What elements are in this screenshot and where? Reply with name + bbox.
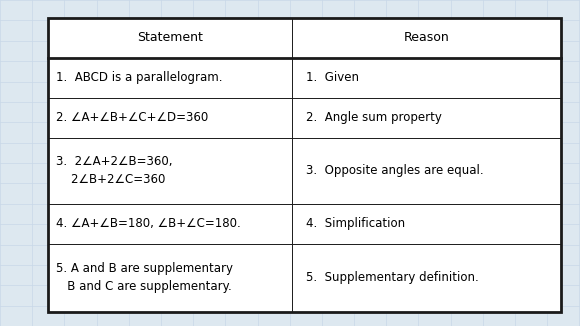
Bar (48, 18, 561, 312)
Text: 4. ∠A+∠B=180, ∠B+∠C=180.: 4. ∠A+∠B=180, ∠B+∠C=180. (56, 217, 241, 230)
Text: 3.  2∠A+2∠B=360,
    2∠B+2∠C=360: 3. 2∠A+2∠B=360, 2∠B+2∠C=360 (56, 155, 172, 186)
Text: 2.  Angle sum property: 2. Angle sum property (306, 111, 442, 125)
Text: 2. ∠A+∠B+∠C+∠D=360: 2. ∠A+∠B+∠C+∠D=360 (56, 111, 208, 125)
Text: 1.  Given: 1. Given (306, 71, 359, 84)
Text: 5. A and B are supplementary
   B and C are supplementary.: 5. A and B are supplementary B and C are… (56, 262, 233, 293)
Text: Reason: Reason (404, 31, 450, 44)
Text: 1.  ABCD is a parallelogram.: 1. ABCD is a parallelogram. (56, 71, 222, 84)
Bar (48, 18, 561, 312)
Text: 5.  Supplementary definition.: 5. Supplementary definition. (306, 272, 479, 284)
Text: 4.  Simplification: 4. Simplification (306, 217, 405, 230)
Text: 3.  Opposite angles are equal.: 3. Opposite angles are equal. (306, 164, 484, 177)
Text: Statement: Statement (137, 31, 202, 44)
